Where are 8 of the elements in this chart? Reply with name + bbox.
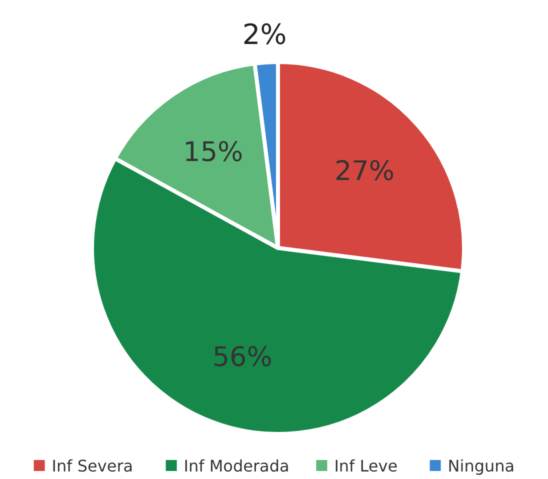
legend-label: Inf Severa (52, 456, 134, 476)
data-label: 15% (183, 137, 244, 168)
data-label: 56% (212, 342, 272, 374)
legend-label: Inf Moderada (184, 456, 290, 476)
legend-label: Ninguna (448, 456, 515, 476)
legend-label: Inf Leve (334, 456, 398, 476)
data-label: 2% (242, 18, 287, 51)
data-label: 27% (334, 156, 395, 188)
